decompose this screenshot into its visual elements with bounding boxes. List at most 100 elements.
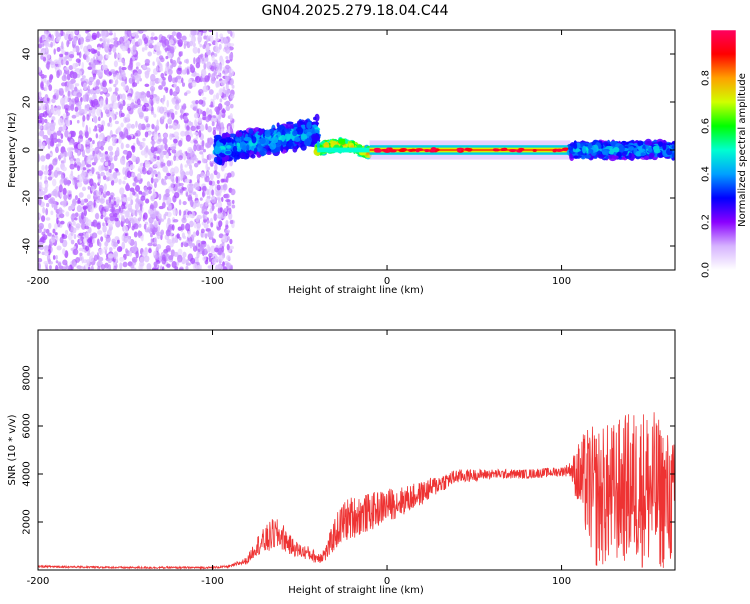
heat-mark [38,120,43,124]
heat-mark [63,156,67,164]
x-tick-label: -200 [27,276,50,287]
heat-mark [153,178,159,184]
heat-mark [56,130,62,136]
heat-mark [77,143,82,150]
heat-mark [38,250,41,255]
heat-mark [153,36,158,41]
heat-mark [129,164,135,170]
heat-mark [229,133,237,138]
heat-mark [74,217,78,221]
heat-mark [211,189,214,196]
heat-mark [60,133,64,140]
heat-mark [180,107,184,115]
heat-mark [165,245,171,252]
heat-mark [193,139,198,144]
heat-mark [119,256,125,262]
heat-mark [221,196,224,203]
heat-mark [186,152,191,161]
heat-mark [269,142,277,150]
heat-mark [66,147,72,152]
heat-mark [229,103,234,109]
heat-mark [126,96,132,101]
heat-mark [114,52,117,60]
heat-mark [64,129,69,138]
heat-mark [98,127,102,133]
heat-mark [83,107,88,114]
heat-mark [200,240,207,245]
heat-mark [185,223,191,232]
heat-mark [38,258,43,263]
heat-mark [75,111,80,118]
heat-mark [215,31,219,40]
heat-mark [155,173,158,178]
heat-mark [121,66,127,71]
heat-mark [160,229,165,236]
heat-mark [213,213,218,221]
heat-mark [92,93,97,101]
heat-mark [292,145,298,153]
heat-mark [172,77,177,84]
heat-mark [198,99,204,105]
heat-mark [597,154,605,159]
heat-mark [145,145,149,153]
heat-mark [79,108,84,114]
heat-mark [103,241,109,247]
heat-mark [69,80,74,85]
heat-mark [204,233,208,239]
heat-mark [214,163,218,172]
heat-mark [43,96,48,102]
heat-mark [54,223,58,230]
heat-mark [105,156,109,162]
heat-mark [457,148,462,152]
heat-mark [147,208,154,215]
heat-mark [126,105,132,112]
heat-mark [209,232,214,240]
heat-mark [282,146,291,150]
heat-mark [109,122,113,128]
heat-mark [45,202,50,208]
heat-mark [98,248,104,255]
heat-mark [47,193,52,198]
heat-mark [197,160,202,164]
heat-mark [76,181,83,188]
heat-mark [79,134,83,139]
heat-mark [157,213,162,219]
heat-mark [134,202,139,211]
heat-mark [45,266,49,270]
heat-mark [666,148,673,156]
colorbar-tick-label: 0.2 [701,214,712,230]
heat-mark [158,193,162,201]
heat-mark [232,145,238,153]
heat-mark [125,182,130,190]
heat-mark [295,126,304,135]
heat-mark [222,93,227,98]
heat-mark [132,142,136,147]
heat-mark [105,171,111,176]
heat-mark [100,157,105,163]
heat-mark [140,150,146,156]
heat-mark [61,166,67,172]
heat-mark [189,184,196,189]
heat-mark [227,30,232,34]
heat-mark [121,45,127,52]
heat-mark [204,175,210,183]
heat-mark [648,146,653,153]
heat-mark [113,253,117,259]
heat-mark [97,173,101,179]
heat-mark [53,203,58,211]
heat-mark [54,264,59,270]
heat-mark [132,216,137,225]
heat-mark [128,220,131,229]
heat-mark [40,54,44,60]
heat-mark [48,84,53,92]
heat-mark [217,69,221,76]
heat-mark [52,39,56,47]
heat-mark [60,30,64,37]
colorbar-ticks: 0.00.20.40.60.8 [701,70,712,278]
heat-mark [120,157,126,165]
heat-mark [38,43,43,49]
heat-mark [126,170,132,179]
heat-mark [227,172,232,178]
heat-mark [104,109,110,115]
